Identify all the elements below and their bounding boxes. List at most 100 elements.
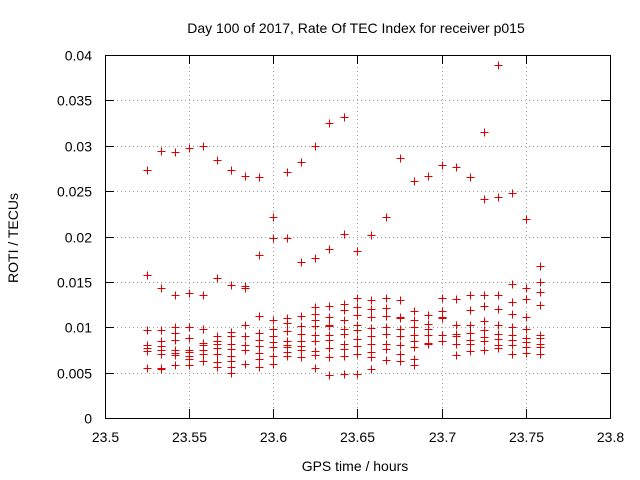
data-point	[353, 294, 362, 303]
data-point	[367, 332, 376, 341]
data-point	[199, 325, 208, 334]
data-point	[367, 340, 376, 349]
data-point	[396, 314, 405, 323]
data-point	[297, 258, 306, 267]
data-point	[185, 334, 194, 343]
data-point	[367, 296, 376, 305]
data-point	[522, 215, 531, 224]
data-point	[396, 357, 405, 366]
data-point	[438, 314, 447, 323]
data-point	[171, 291, 180, 300]
data-point	[508, 350, 517, 359]
data-point	[438, 294, 447, 303]
data-point	[269, 352, 278, 361]
data-point	[382, 330, 391, 339]
x-tick-labels: 23.5 23.55 23.6 23.65 23.7 23.75 23.8	[92, 429, 624, 445]
data-point	[255, 342, 264, 351]
data-point	[466, 291, 475, 300]
data-point	[311, 303, 320, 312]
x-axis-label: GPS time / hours	[302, 458, 409, 474]
data-point	[382, 213, 391, 222]
data-point	[353, 326, 362, 335]
data-point	[452, 351, 461, 360]
data-point	[424, 172, 433, 181]
data-point	[325, 245, 334, 254]
data-point	[536, 350, 545, 359]
data-point	[297, 353, 306, 362]
data-point	[241, 332, 250, 341]
data-point	[171, 148, 180, 157]
data-point	[382, 312, 391, 321]
data-point	[410, 361, 419, 370]
data-point	[199, 357, 208, 366]
data-point	[255, 363, 264, 372]
data-point	[297, 158, 306, 167]
data-point	[325, 313, 334, 322]
data-point	[143, 271, 152, 280]
data-point	[340, 330, 349, 339]
data-point	[522, 284, 531, 293]
data-point	[452, 295, 461, 304]
data-point	[269, 213, 278, 222]
data-point	[143, 166, 152, 175]
data-point	[213, 363, 222, 372]
data-point	[213, 274, 222, 283]
data-point	[396, 332, 405, 341]
data-point	[494, 61, 503, 70]
data-point	[410, 307, 419, 316]
data-point	[424, 311, 433, 320]
y-tick-label: 0.035	[57, 93, 92, 109]
data-point	[367, 365, 376, 374]
data-point	[185, 361, 194, 370]
data-point	[171, 329, 180, 338]
data-point	[255, 355, 264, 364]
data-point	[311, 254, 320, 263]
x-tick-label: 23.55	[172, 429, 207, 445]
data-point	[396, 350, 405, 359]
data-point	[424, 331, 433, 340]
data-point	[508, 323, 517, 332]
data-point	[311, 142, 320, 151]
data-point	[367, 353, 376, 362]
x-tick-label: 23.5	[92, 429, 119, 445]
data-point	[227, 369, 236, 378]
x-tick-label: 23.65	[340, 429, 375, 445]
data-point	[255, 251, 264, 260]
data-point	[353, 342, 362, 351]
data-point	[325, 322, 334, 331]
data-point	[199, 350, 208, 359]
data-point	[283, 168, 292, 177]
data-point	[340, 113, 349, 122]
data-point	[157, 326, 166, 335]
data-point	[466, 173, 475, 182]
data-point	[143, 326, 152, 335]
data-point	[480, 317, 489, 326]
data-point	[382, 294, 391, 303]
data-point	[494, 344, 503, 353]
data-point	[367, 324, 376, 333]
data-point	[185, 289, 194, 298]
data-point	[325, 344, 334, 353]
data-point	[297, 322, 306, 331]
data-point	[143, 347, 152, 356]
grid	[105, 55, 610, 418]
data-point	[536, 288, 545, 297]
data-point	[353, 247, 362, 256]
data-point	[157, 365, 166, 374]
data-point	[382, 345, 391, 354]
data-point	[199, 291, 208, 300]
data-point	[536, 343, 545, 352]
data-point	[157, 284, 166, 293]
data-point	[185, 144, 194, 153]
data-point	[283, 352, 292, 361]
axis-ticks	[105, 55, 611, 419]
y-tick-label: 0.025	[57, 184, 92, 200]
data-point	[438, 337, 447, 346]
y-tick-label: 0.005	[57, 366, 92, 382]
data-points	[143, 61, 545, 380]
data-point	[185, 323, 194, 332]
data-point	[311, 364, 320, 373]
data-point	[171, 336, 180, 345]
data-point	[340, 370, 349, 379]
data-point	[396, 341, 405, 350]
